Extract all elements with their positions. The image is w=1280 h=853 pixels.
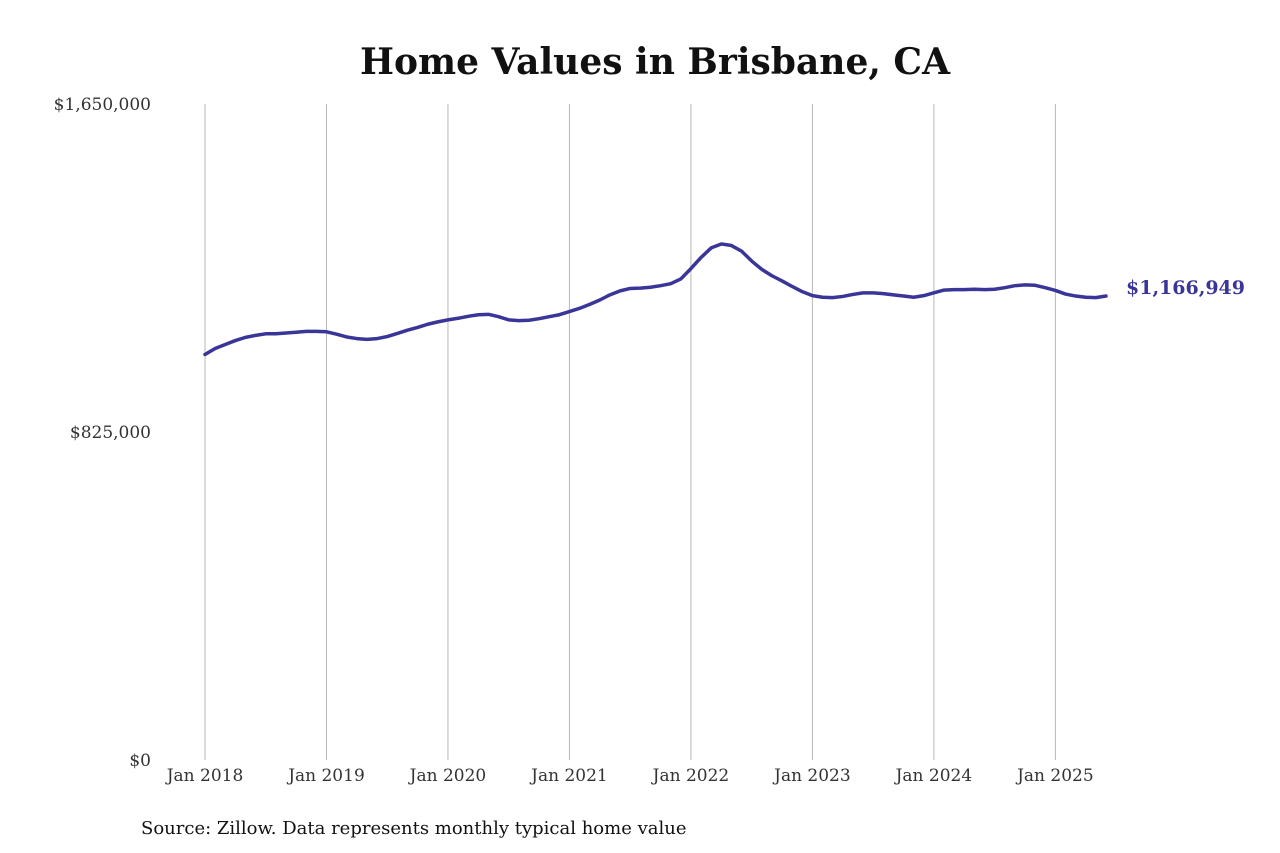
x-tick-label: Jan 2021 bbox=[529, 766, 608, 786]
chart-title: Home Values in Brisbane, CA bbox=[360, 41, 951, 83]
x-tick-label: Jan 2019 bbox=[286, 766, 365, 786]
series-layer bbox=[203, 242, 1108, 357]
x-tick-label: Jan 2022 bbox=[651, 766, 730, 786]
series-line bbox=[203, 242, 1108, 357]
y-axis-ticks: $0 $825,000 $1,650,000 bbox=[54, 95, 151, 771]
x-tick-label: Jan 2020 bbox=[408, 766, 487, 786]
x-axis-ticks: Jan 2018 Jan 2019 Jan 2020 Jan 2021 Jan 2022… bbox=[165, 766, 1094, 786]
y-tick-label: $1,650,000 bbox=[54, 95, 151, 115]
x-tick-label: Jan 2023 bbox=[772, 766, 851, 786]
x-tick-label: Jan 2025 bbox=[1015, 766, 1094, 786]
x-tick-label: Jan 2018 bbox=[165, 766, 244, 786]
y-tick-label: $825,000 bbox=[70, 423, 151, 443]
end-value-label: $1,166,949 bbox=[1126, 277, 1245, 299]
x-tick-label: Jan 2024 bbox=[894, 766, 973, 786]
source-note: Source: Zillow. Data represents monthly … bbox=[141, 818, 687, 839]
gridlines bbox=[204, 104, 1056, 760]
y-tick-label: $0 bbox=[129, 751, 151, 771]
